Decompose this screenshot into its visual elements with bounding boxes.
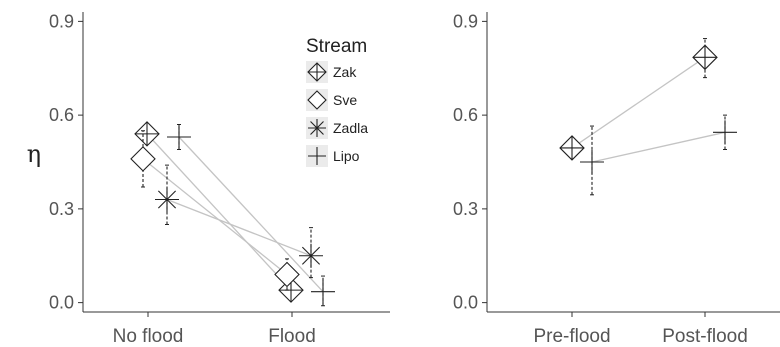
y-tick-label: 0.9 — [49, 11, 74, 31]
point-zadla-flood — [299, 243, 323, 268]
series-line-zak — [146, 133, 292, 291]
point-lipo-no-flood — [167, 125, 191, 149]
series-line-zadla — [166, 198, 312, 257]
legend-key-lipo — [308, 147, 326, 165]
point-lipo-post-flood — [713, 120, 737, 145]
point-lipo-pre-flood — [580, 150, 604, 174]
legend-label-zadla: Zadla — [333, 120, 368, 136]
x-tick-label: Pre-flood — [533, 326, 610, 347]
point-sve-flood — [274, 261, 300, 288]
left-panel: 0.0 0.3 0.6 0.9 No flood Flood η Stream Zak Sve Za… — [27, 11, 390, 347]
point-sve-no-flood-diamond — [130, 146, 156, 172]
series-line-zak — [571, 56, 706, 149]
point-zadla-no-flood — [155, 187, 179, 212]
point-zak-post-flood — [692, 44, 718, 71]
point-lipo-flood — [311, 279, 335, 304]
point-sve-flood-diamond — [274, 261, 300, 288]
y-tick-label: 0.0 — [49, 293, 74, 313]
legend-key-zadla — [308, 119, 326, 137]
point-sve-no-flood — [130, 146, 156, 172]
legend-key-sve — [307, 90, 327, 110]
y-tick-label: 0.3 — [49, 199, 74, 219]
legend-label-zak: Zak — [333, 64, 357, 80]
y-tick-label: 0.6 — [49, 105, 74, 125]
legend-title: Stream — [306, 36, 367, 57]
right-panel: 0.0 0.3 0.6 0.9 Pre-flood Post-flood — [453, 11, 780, 347]
y-tick-label: 0.6 — [453, 105, 478, 125]
point-zak-no-flood — [134, 121, 160, 147]
x-tick-label: Post-flood — [662, 326, 748, 347]
y-tick-label: 0.9 — [453, 11, 478, 31]
y-tick-label: 0.3 — [453, 199, 478, 219]
y-axis-title: η — [27, 140, 41, 168]
legend-label-lipo: Lipo — [333, 148, 360, 164]
y-tick-label: 0.0 — [453, 293, 478, 313]
x-tick-label: No flood — [113, 326, 184, 347]
legend-key-zak — [307, 62, 327, 82]
legend: Stream Zak Sve Zadla Lipo — [306, 36, 368, 167]
series-line-lipo — [178, 136, 324, 293]
point-zak-pre-flood — [559, 135, 585, 161]
x-tick-label: Flood — [268, 326, 316, 347]
legend-key-sve-diamond — [307, 90, 327, 110]
legend-label-sve: Sve — [333, 92, 357, 108]
series-line-lipo — [591, 131, 726, 163]
